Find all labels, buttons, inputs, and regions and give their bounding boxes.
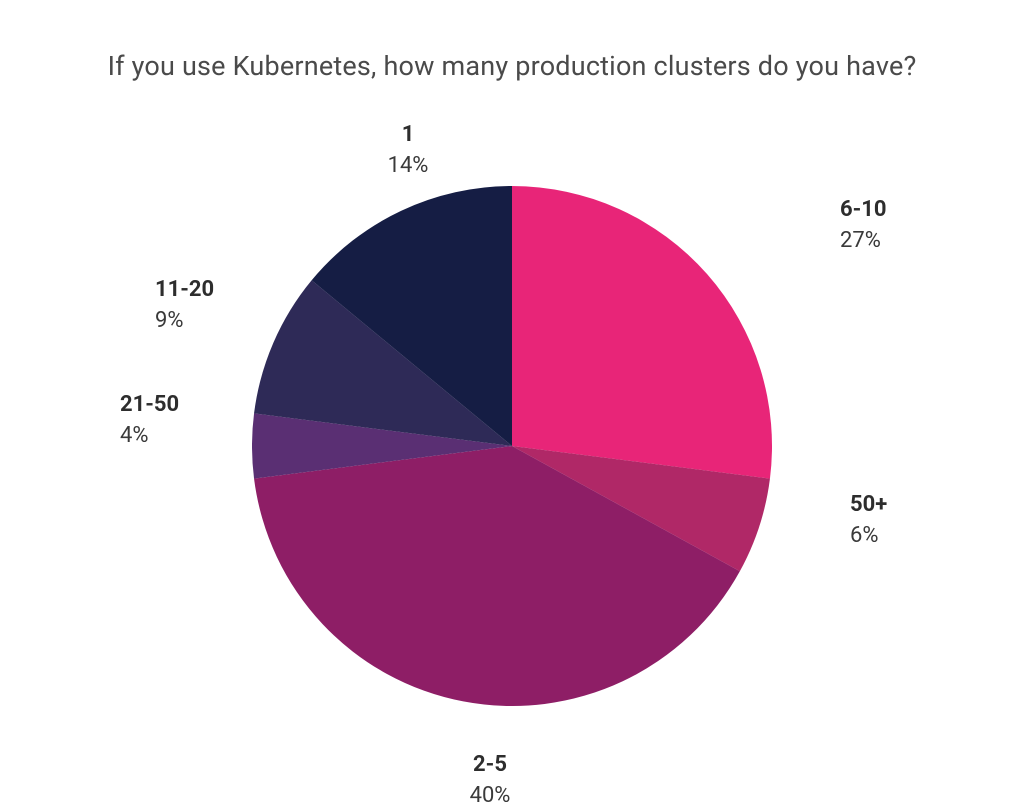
slice-label-percent: 27% <box>840 226 887 257</box>
slice-label: 6-1027% <box>840 195 887 257</box>
slice-label-percent: 4% <box>120 421 179 452</box>
slice-label-percent: 9% <box>155 306 214 337</box>
slice-label-name: 1 <box>348 120 468 151</box>
slice-label: 50+6% <box>850 490 887 552</box>
slice-label-percent: 40% <box>430 781 550 812</box>
slice-label: 11-209% <box>155 275 214 337</box>
slice-label-name: 21-50 <box>120 390 179 421</box>
pie-chart-svg <box>252 186 772 706</box>
slice-label: 2-540% <box>430 750 550 812</box>
slice-label-name: 2-5 <box>430 750 550 781</box>
pie-slice <box>512 186 772 479</box>
slice-label-name: 11-20 <box>155 275 214 306</box>
slice-label-percent: 14% <box>348 151 468 182</box>
slice-label-name: 50+ <box>850 490 887 521</box>
slice-label: 114% <box>348 120 468 182</box>
slice-label-name: 6-10 <box>840 195 887 226</box>
slice-label: 21-504% <box>120 390 179 452</box>
pie-chart-container <box>252 186 772 706</box>
slice-label-percent: 6% <box>850 521 887 552</box>
chart-title: If you use Kubernetes, how many producti… <box>0 0 1024 82</box>
